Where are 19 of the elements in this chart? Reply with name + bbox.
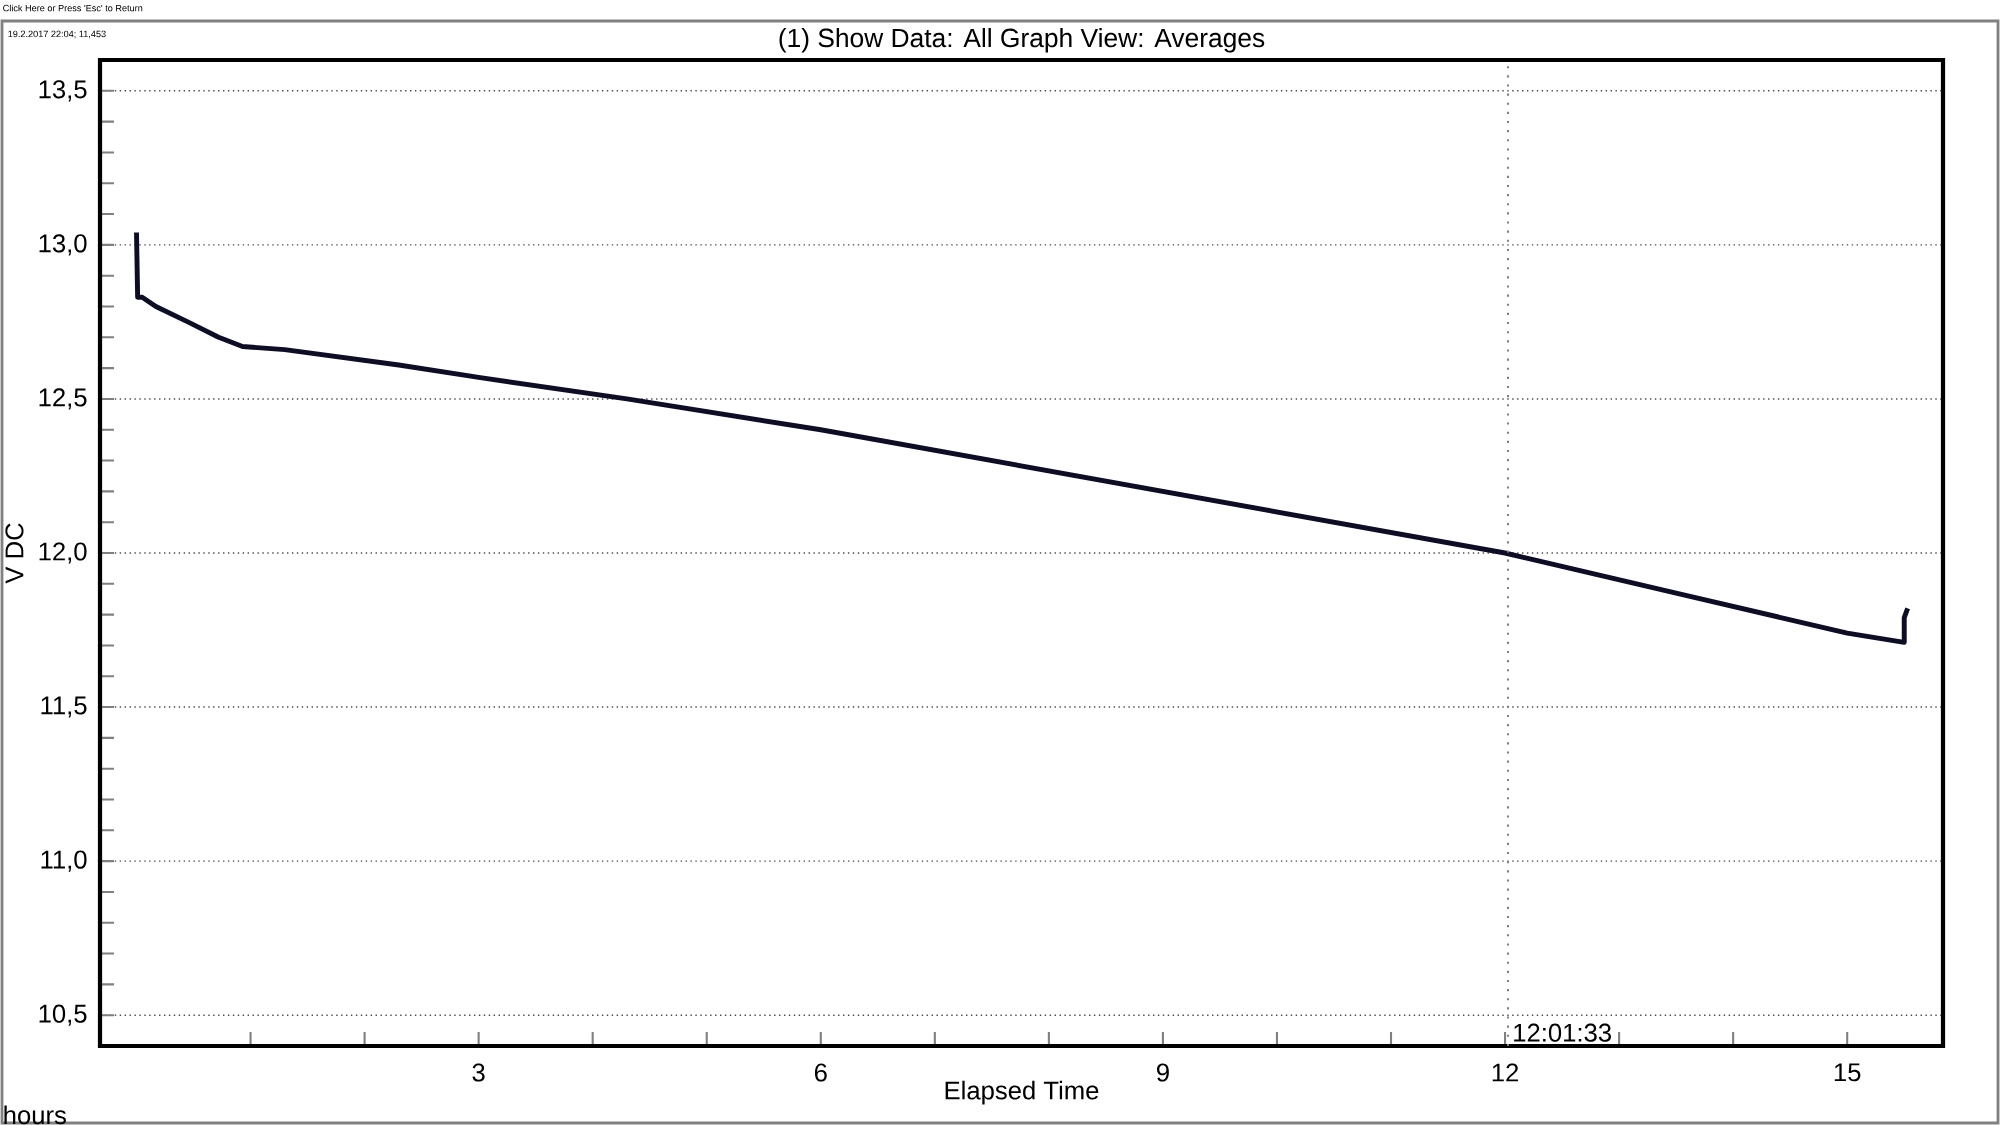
x-tick-label: 3 [472, 1063, 485, 1082]
y-tick-label: 10,5 [39, 1004, 87, 1026]
x-tick-label: 12 [1492, 1063, 1519, 1082]
y-tick-label: 13,5 [39, 80, 87, 102]
text: Click Here or Press 'Esc' to Return [3, 4, 143, 12]
y-tick-label: 11,5 [41, 696, 87, 718]
y-tick-label: 12,5 [39, 388, 87, 410]
chart-title: (1) Show Data: All Graph View: Averages [779, 27, 1265, 53]
ref-line-label: 12:01:33 [1514, 1023, 1611, 1042]
y-tick-label: 13,0 [39, 234, 87, 256]
y-tick-label: 11,0 [41, 850, 87, 872]
text: hours [4, 1105, 66, 1125]
x-tick-label: 6 [814, 1063, 827, 1082]
x-tick-label: 15 [1834, 1063, 1861, 1082]
y-axis-title: V DC [5, 523, 24, 584]
x-axis-title: Elapsed Time [945, 1080, 1099, 1105]
x-tick-label: 9 [1157, 1063, 1169, 1082]
text: 19.2.2017 22:04; 11,453 [8, 30, 106, 39]
y-tick-label: 12,0 [39, 542, 87, 564]
